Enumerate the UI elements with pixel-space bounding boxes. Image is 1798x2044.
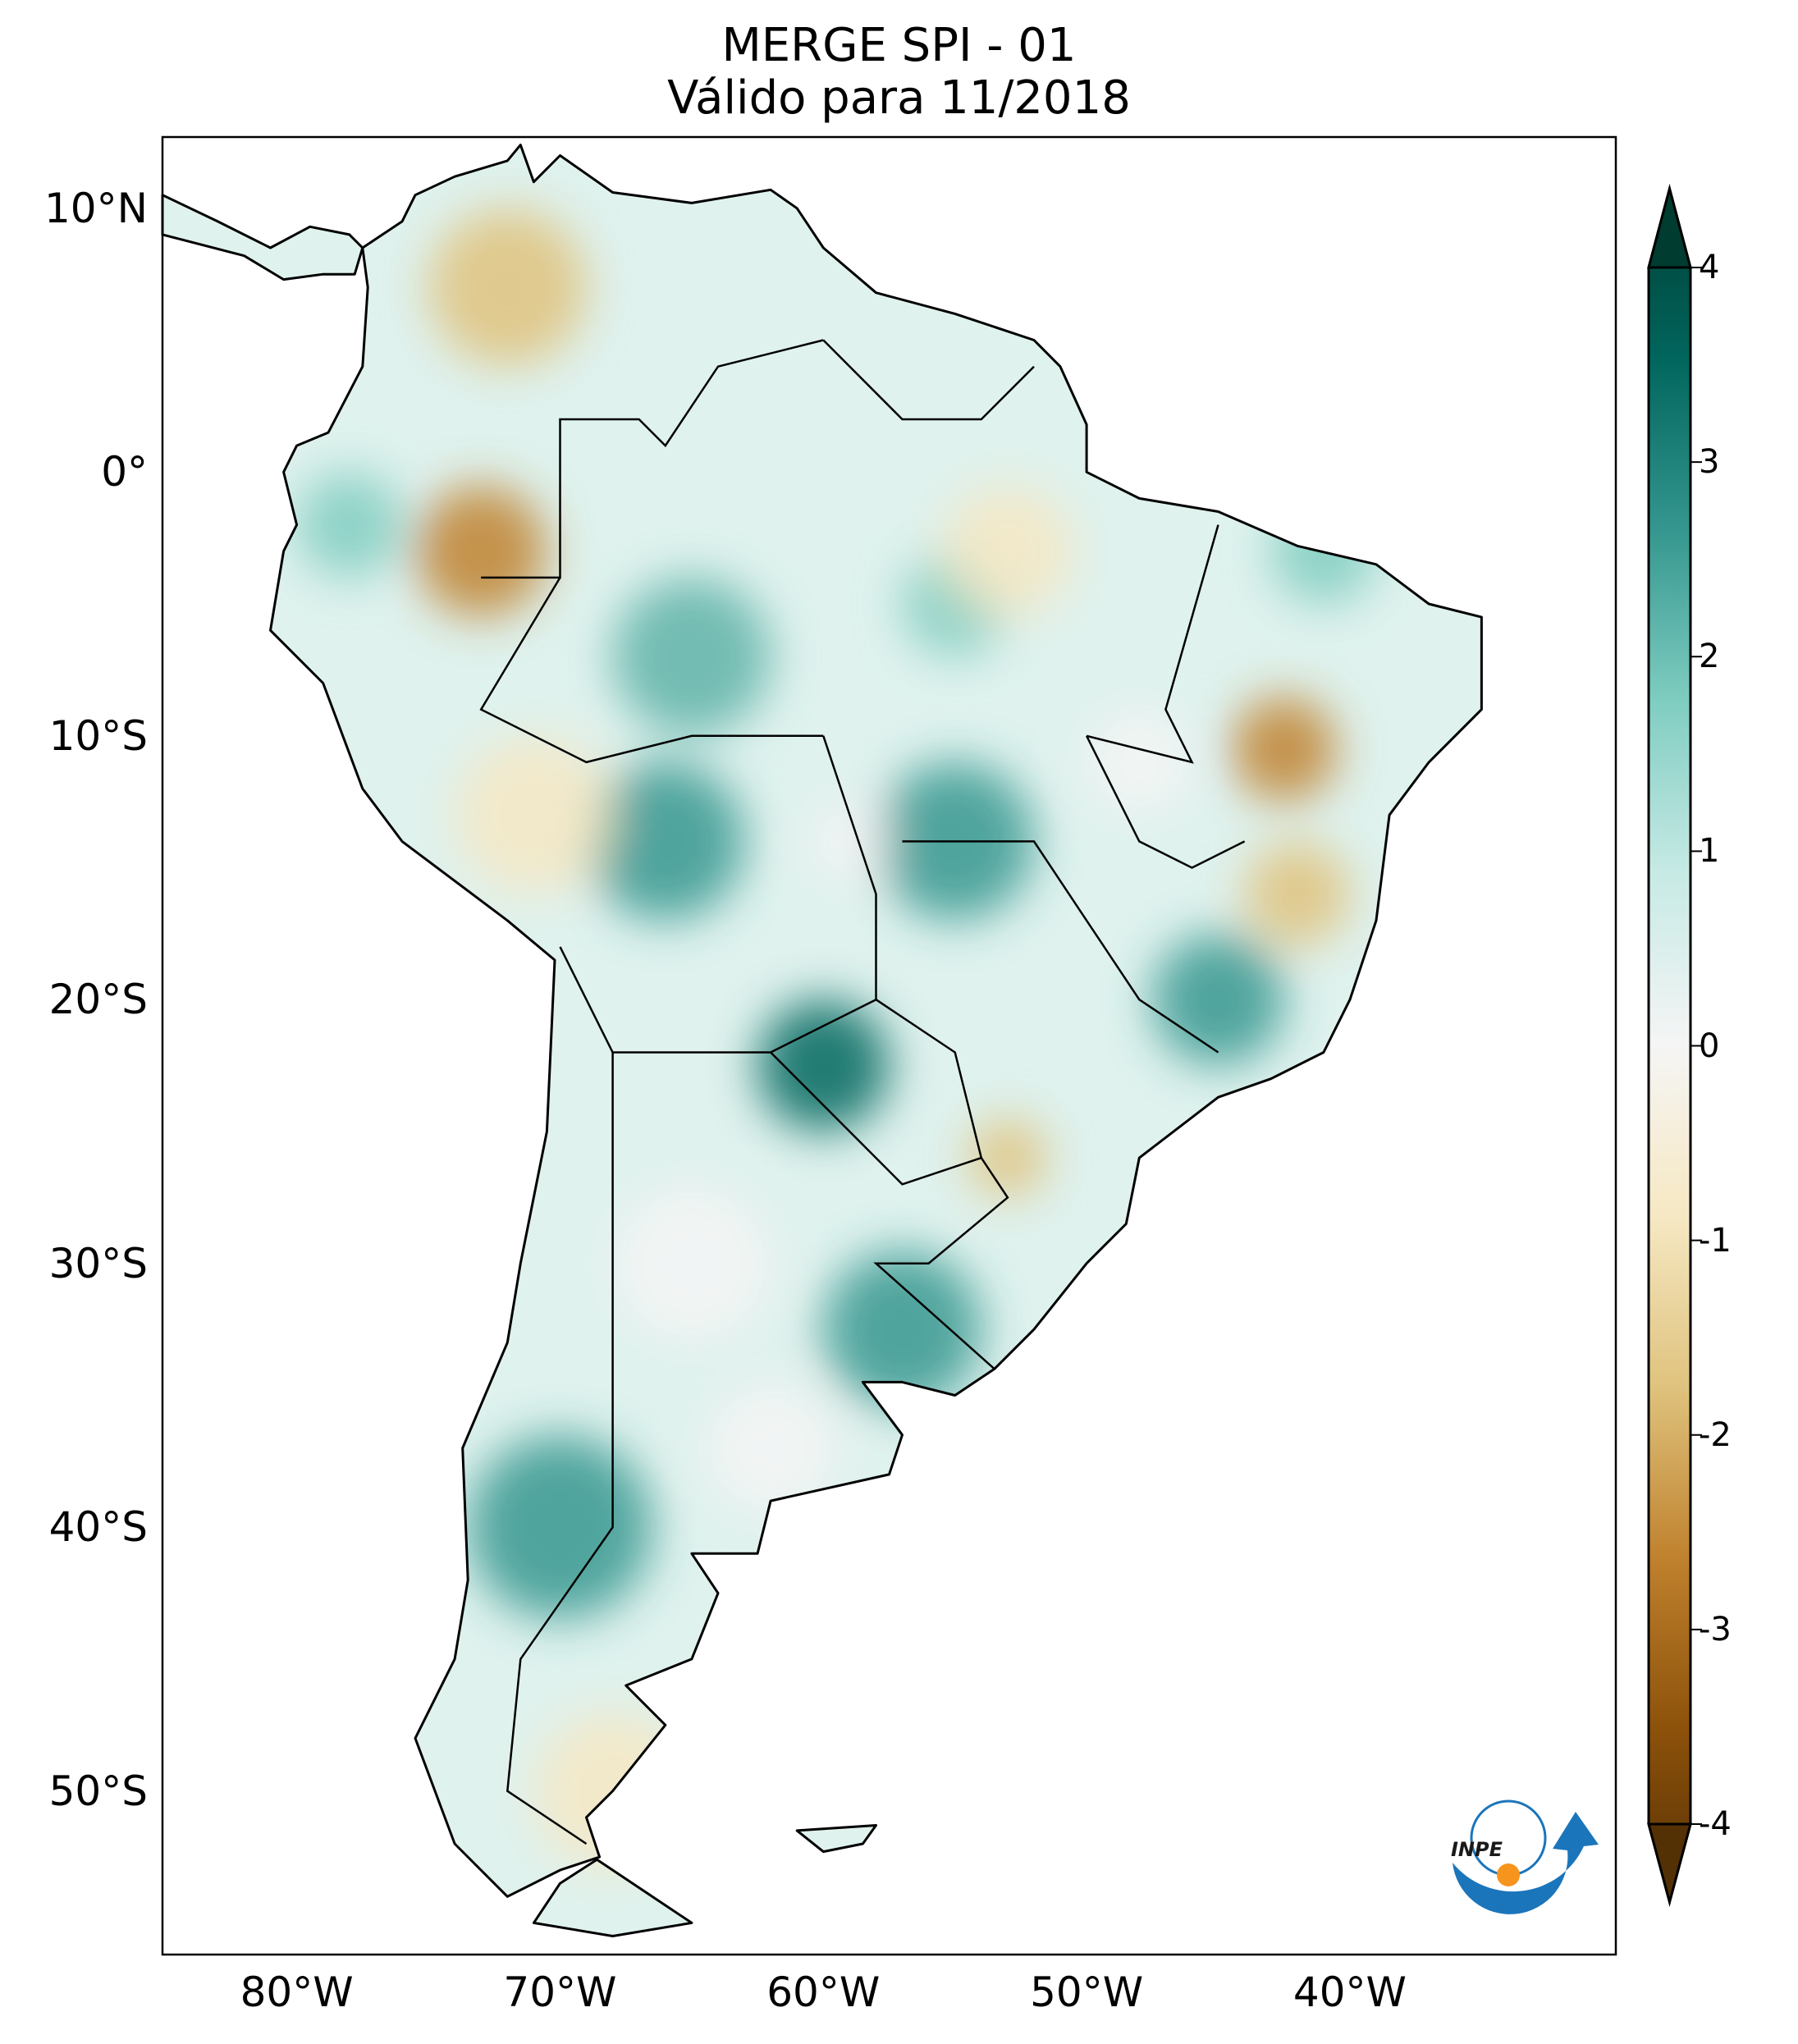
spi-patch: [612, 1184, 771, 1342]
colorbar-tick-label: -4: [1699, 1805, 1732, 1843]
country-border: [873, 1157, 1009, 1370]
map-frame: [161, 135, 1617, 1956]
colorbar-extend-min: [1647, 1822, 1692, 1907]
spi-field: [162, 144, 1482, 1937]
lon-tick-label: 40°W: [1292, 1969, 1407, 2016]
lon-tick-label: 50°W: [1030, 1969, 1144, 2016]
country-border: [506, 1052, 614, 1845]
lat-tick-label: 30°S: [48, 1239, 148, 1287]
lon-tick-label: 70°W: [503, 1969, 617, 2016]
lat-tick-label: 40°S: [48, 1503, 148, 1552]
inpe-logo: INPE: [1451, 1799, 1599, 1914]
colorbar-tick-label: 1: [1699, 832, 1720, 871]
colorbar-tick-label: 2: [1699, 638, 1720, 676]
colorbar-tick-label: -2: [1699, 1415, 1732, 1454]
spi-patch: [705, 1382, 837, 1514]
country-border: [1086, 524, 1219, 764]
country-border: [822, 735, 877, 1000]
lat-tick-label: 10°S: [48, 711, 148, 760]
colorbar: [1647, 184, 1692, 1907]
spi-patch: [810, 802, 890, 881]
spi-patch: [415, 485, 547, 617]
spi-patch: [1244, 841, 1350, 947]
spi-patch: [968, 1118, 1047, 1198]
country-border: [822, 339, 1035, 421]
lat-tick-label: 20°S: [48, 976, 148, 1024]
lat-tick-label: 10°N: [43, 184, 148, 232]
lon-tick-label: 80°W: [240, 1969, 354, 2016]
colorbar-tick-label: 3: [1699, 443, 1720, 482]
spi-patch: [586, 762, 744, 921]
lon-tick-label: 60°W: [766, 1969, 881, 2016]
spi-patch: [468, 1435, 652, 1620]
map-subtitle: Válido para 11/2018: [667, 71, 1131, 125]
coastline-south-america: [269, 144, 1483, 1898]
country-border: [902, 840, 1219, 1054]
country-border: [479, 577, 824, 764]
colorbar-tick-label: 4: [1699, 249, 1720, 286]
coastline-central-america: [161, 194, 364, 281]
spi-patch: [612, 578, 771, 736]
coastline-tierra-del-fuego: [532, 1858, 693, 1937]
spi-patch: [1231, 696, 1337, 802]
spi-patch: [428, 208, 587, 367]
colorbar-extend-max: [1647, 184, 1692, 269]
lat-tick-label: 0°: [101, 448, 148, 496]
spi-patch: [757, 999, 890, 1132]
country-border: [1085, 735, 1246, 869]
colorbar-tick-label: 0: [1699, 1027, 1720, 1065]
colorbar-tick-label: -1: [1699, 1221, 1732, 1260]
spi-patch: [296, 472, 402, 578]
spi-patch: [455, 736, 613, 894]
spi-patch: [823, 1251, 981, 1409]
country-border: [559, 946, 877, 1054]
spi-patch: [1152, 934, 1284, 1066]
lat-tick-label: 50°S: [48, 1767, 148, 1815]
spi-patch: [1087, 709, 1192, 815]
colorbar-tick-label: -3: [1699, 1610, 1732, 1648]
map-title: MERGE SPI - 01: [721, 19, 1077, 72]
spi-patch: [941, 485, 1073, 617]
coastline-falklands: [795, 1824, 877, 1854]
inpe-logo-text: INPE: [1451, 1838, 1503, 1861]
